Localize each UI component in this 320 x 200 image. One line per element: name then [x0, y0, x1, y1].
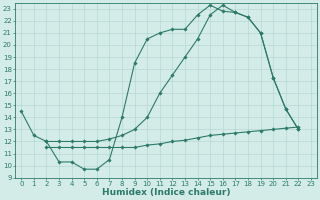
X-axis label: Humidex (Indice chaleur): Humidex (Indice chaleur) [102, 188, 230, 197]
